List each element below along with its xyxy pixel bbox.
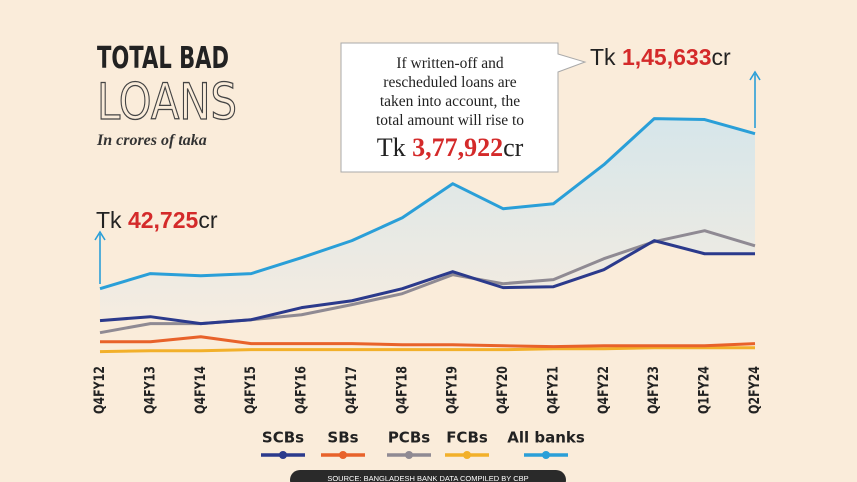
series-line (99, 346, 755, 354)
x-tick-label: Q4FY21 (545, 366, 561, 414)
x-tick-label: Q4FY15 (243, 366, 259, 414)
callout-line: If written-off and (396, 55, 504, 72)
prefix: Tk (377, 133, 412, 162)
value: 3,77,922 (412, 133, 503, 162)
x-tick-label: Q4FY20 (495, 366, 511, 414)
x-tick-label: Q4FY19 (445, 366, 461, 414)
callout-total: Tk 3,77,922cr (377, 133, 524, 162)
suffix: cr (503, 133, 524, 162)
x-tick-label: Q4FY18 (394, 366, 410, 414)
legend-label: FCBs (446, 429, 488, 447)
legend-label: PCBs (388, 429, 430, 447)
value: 1,45,633 (622, 44, 712, 70)
callout: If written-off and rescheduled loans are… (376, 55, 524, 162)
legend-dot (339, 451, 347, 459)
legend-dot (279, 451, 287, 459)
start-annotation: Tk 42,725cr (96, 207, 218, 233)
arrow-head (94, 230, 106, 241)
legend-dot (463, 451, 471, 459)
x-tick-label: Q4FY12 (92, 366, 108, 414)
series-line (99, 239, 755, 326)
value: 42,725 (128, 207, 199, 233)
x-tick-label: Q4FY22 (596, 366, 612, 414)
x-tick-label: Q4FY23 (646, 366, 662, 414)
prefix: Tk (96, 207, 128, 233)
suffix: cr (711, 44, 731, 70)
x-tick-label: Q4FY16 (294, 366, 310, 414)
x-tick-label: Q4FY13 (142, 366, 158, 414)
callout-line: taken into account, the (380, 93, 520, 110)
x-tick-label: Q4FY14 (193, 366, 209, 414)
legend-label: SCBs (262, 429, 304, 447)
legend-dot (405, 451, 413, 459)
prefix: Tk (590, 44, 622, 70)
series-line (100, 335, 756, 349)
callout-line: rescheduled loans are (383, 74, 517, 91)
callout-box (340, 42, 587, 173)
source: SOURCE: BANGLADESH BANK DATA COMPILED BY… (327, 474, 528, 482)
arrow-head (749, 70, 761, 81)
x-tick-label: Q1FY24 (697, 366, 713, 414)
suffix: cr (198, 207, 218, 233)
series-line (99, 117, 756, 291)
callout-line: total amount will rise to (376, 112, 524, 129)
legend-label: All banks (507, 429, 585, 447)
legend-label: SBs (327, 429, 358, 447)
end-annotation: Tk 1,45,633cr (590, 44, 731, 70)
subtitle: In crores of taka (96, 132, 207, 149)
x-tick-label: Q2FY24 (747, 366, 763, 414)
title: TOTAL BAD (97, 41, 229, 76)
x-tick-label: Q4FY17 (344, 366, 360, 414)
legend-dot (542, 451, 550, 459)
title-outline: LOANS (97, 73, 237, 131)
source-band (290, 470, 566, 482)
arrows (94, 70, 761, 284)
